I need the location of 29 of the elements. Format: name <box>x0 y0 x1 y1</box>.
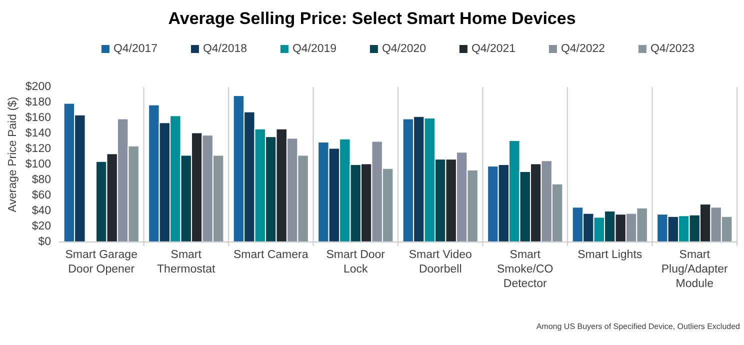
y-tick-label: $80 <box>32 174 51 186</box>
text: Among US Buyers of Specified Device, Outliers Excluded <box>536 322 740 331</box>
y-tick-label: $200 <box>25 81 51 93</box>
y-tick-label: $40 <box>32 205 51 217</box>
y-tick-label: $100 <box>25 158 51 170</box>
x-tick-label: Smart Thermostat <box>157 249 216 276</box>
y-tick-label: $120 <box>25 143 51 155</box>
y-tick-label: $60 <box>32 190 51 202</box>
y-tick-label: $20 <box>32 220 51 232</box>
legend-label: Q4/2018 <box>202 43 248 55</box>
legend-label: Q4/2023 <box>650 43 695 55</box>
y-tick-label: $180 <box>25 96 51 108</box>
legend-label: Q4/2017 <box>113 43 158 55</box>
y-axis-title: Average Price Paid ($) <box>7 96 19 212</box>
y-tick-label: $140 <box>25 128 51 140</box>
x-tick-label: Smart Video Doorbell <box>408 249 472 276</box>
legend-label: Q4/2019 <box>292 43 337 55</box>
x-tick-label: Smart Door Lock <box>326 249 386 276</box>
x-tick-label: Smart Garage Door Opener <box>65 249 138 276</box>
x-tick-label: Smart Camera <box>233 249 309 261</box>
x-tick-label: Smart Smoke/CO Detector <box>497 249 554 290</box>
chart-title: Average Selling Price: Select Smart Home Devices <box>168 9 576 28</box>
legend-label: Q4/2020 <box>382 43 426 55</box>
x-tick-label: Smart Lights <box>578 249 642 261</box>
legend-label: Q4/2021 <box>471 43 516 55</box>
y-tick-label: $0 <box>38 236 51 248</box>
y-tick-label: $160 <box>25 112 51 124</box>
legend-label: Q4/2022 <box>560 43 606 55</box>
x-tick-label: Smart Plug/Adapter Module <box>661 249 728 290</box>
